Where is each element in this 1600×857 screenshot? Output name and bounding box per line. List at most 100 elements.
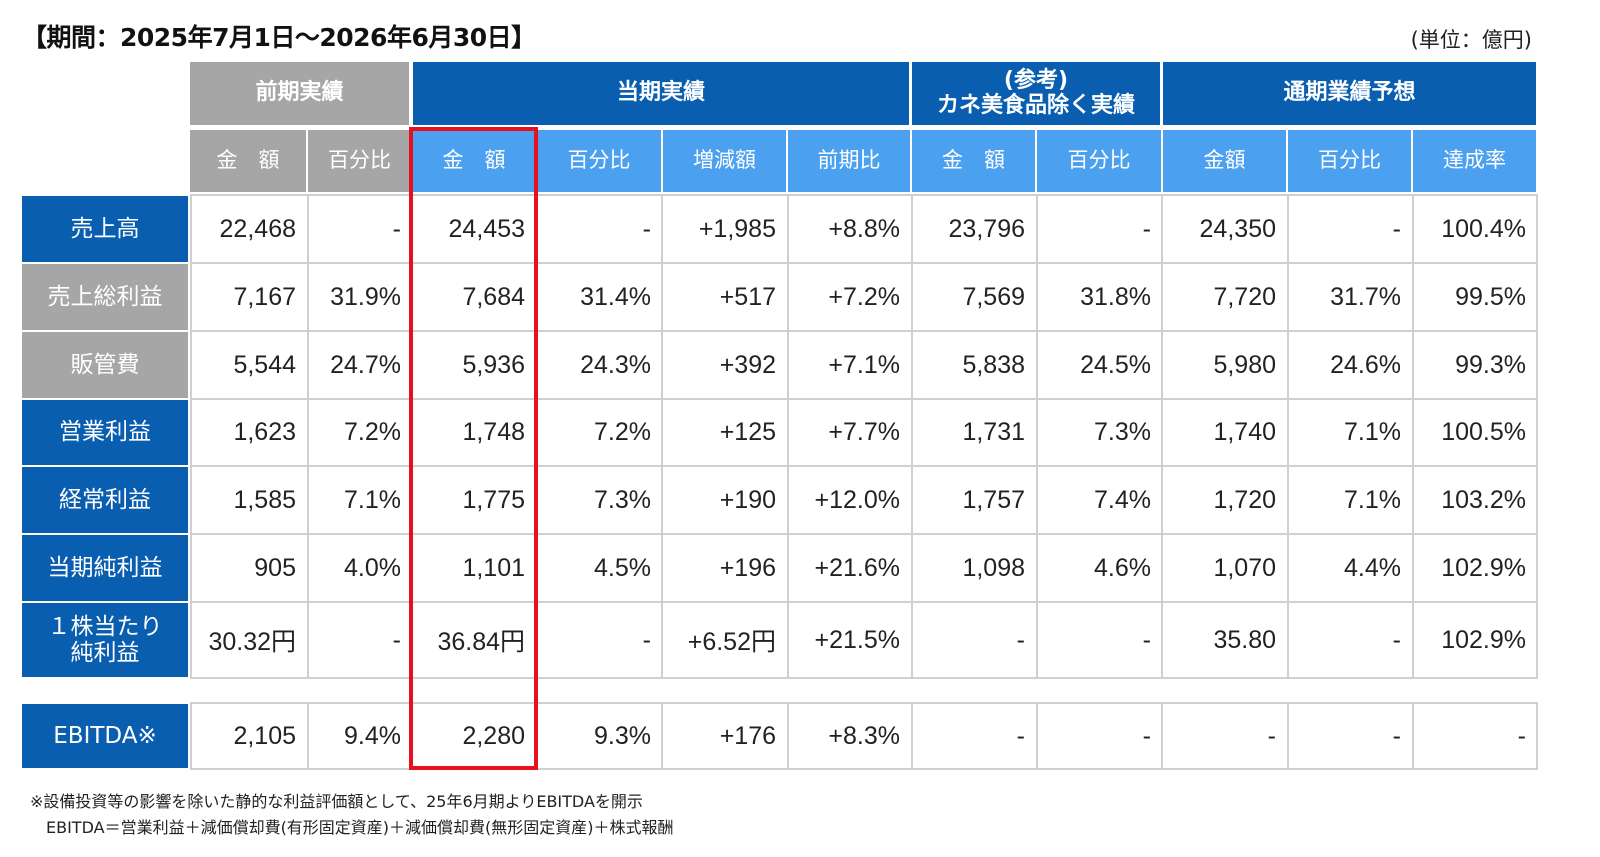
table-cell: -	[392, 625, 401, 654]
grid-line	[911, 194, 913, 678]
group-header-3: 通期業績予想	[1163, 62, 1536, 125]
grid-line	[536, 702, 538, 770]
table-cell: +392	[719, 350, 776, 379]
table-cell: 2,105	[233, 721, 296, 750]
subheader-1: 百分比	[308, 130, 411, 192]
table-cell: 23,796	[948, 214, 1025, 243]
grid-line	[1036, 702, 1038, 770]
grid-line	[661, 702, 663, 770]
table-cell: 7.1%	[1344, 418, 1401, 446]
table-cell: -	[642, 625, 651, 654]
grid-line	[190, 533, 1538, 535]
table-cell: -	[1392, 214, 1401, 243]
row-label-0: 売上高	[22, 196, 188, 262]
table-cell: -	[1142, 721, 1151, 750]
table-cell: 2,280	[462, 721, 525, 750]
grid-line	[190, 768, 1538, 770]
grid-line	[1161, 702, 1163, 770]
table-cell: +196	[719, 553, 776, 582]
table-cell: 905	[254, 553, 296, 582]
table-cell: 100.5%	[1441, 418, 1526, 446]
table-cell: 35.80	[1213, 625, 1276, 654]
period-title: 【期間：2025年7月1日〜2026年6月30日】	[22, 23, 536, 52]
table-cell: +125	[719, 418, 776, 446]
grid-line	[190, 702, 1538, 704]
grid-line	[1161, 194, 1163, 678]
table-cell: 7.1%	[344, 485, 401, 514]
table-cell: 4.0%	[344, 553, 401, 582]
group-header-2: (参考) カネ美食品除く実績	[912, 62, 1160, 125]
table-cell: +190	[719, 485, 776, 514]
table-cell: +7.1%	[828, 350, 900, 379]
table-cell: 31.8%	[1080, 282, 1151, 311]
table-cell: 7.2%	[594, 418, 651, 446]
grid-line	[1412, 702, 1414, 770]
grid-line	[1536, 702, 1538, 770]
table-cell: 1,098	[962, 553, 1025, 582]
table-cell: 9.3%	[594, 721, 651, 750]
table-cell: +517	[719, 282, 776, 311]
footnote-2: EBITDA＝営業利益＋減価償却費(有形固定資産)＋減価償却費(無形固定資産)＋…	[46, 818, 674, 837]
grid-line	[1287, 702, 1289, 770]
table-cell: 102.9%	[1441, 553, 1526, 582]
table-cell: 1,720	[1213, 485, 1276, 514]
table-cell: 24.6%	[1330, 350, 1401, 379]
group-header-1: 当期実績	[413, 62, 909, 125]
table-cell: 99.5%	[1455, 282, 1526, 311]
subheader-0: 金 額	[190, 130, 306, 192]
table-cell: 5,980	[1213, 350, 1276, 379]
row-label-1: 売上総利益	[22, 264, 188, 330]
subheader-7: 百分比	[1037, 130, 1161, 192]
grid-line	[190, 194, 1538, 196]
table-cell: -	[1142, 625, 1151, 654]
subheader-4: 増減額	[663, 130, 786, 192]
table-cell: 9.4%	[344, 721, 401, 750]
table-cell: -	[392, 214, 401, 243]
row-label-3: 営業利益	[22, 400, 188, 465]
footnote-1: ※設備投資等の影響を除いた静的な利益評価額として、25年6月期よりEBITDAを…	[30, 792, 643, 811]
grid-line	[190, 601, 1538, 603]
grid-line	[190, 677, 1538, 679]
row-label-ebitda: EBITDA※	[22, 704, 188, 768]
subheader-9: 百分比	[1288, 130, 1411, 192]
table-cell: 4.6%	[1094, 553, 1151, 582]
table-cell: 24.5%	[1080, 350, 1151, 379]
grid-line	[190, 702, 192, 770]
table-cell: 5,544	[233, 350, 296, 379]
table-cell: +7.2%	[828, 282, 900, 311]
table-cell: 7,684	[462, 282, 525, 311]
table-cell: 100.4%	[1441, 214, 1526, 243]
table-cell: +176	[719, 721, 776, 750]
grid-line	[787, 702, 789, 770]
grid-line	[787, 194, 789, 678]
subheader-6: 金 額	[912, 130, 1035, 192]
grid-line	[190, 262, 1538, 264]
grid-line	[536, 194, 538, 678]
table-cell: +21.6%	[814, 553, 901, 582]
table-cell: -	[1267, 721, 1276, 750]
grid-line	[307, 194, 309, 678]
table-cell: 1,585	[233, 485, 296, 514]
subheader-2: 金 額	[413, 130, 535, 192]
grid-line	[410, 194, 412, 678]
table-cell: 1,731	[962, 418, 1025, 446]
table-cell: 31.7%	[1330, 282, 1401, 311]
subheader-3: 百分比	[537, 130, 661, 192]
row-label-6: １株当たり 純利益	[22, 603, 188, 677]
table-cell: +1,985	[698, 214, 776, 243]
grid-line	[190, 465, 1538, 467]
table-cell: -	[1016, 721, 1025, 750]
table-cell: +21.5%	[814, 625, 901, 654]
table-cell: 24,453	[448, 214, 525, 243]
grid-line	[1036, 194, 1038, 678]
grid-line	[190, 330, 1538, 332]
table-cell: 30.32円	[208, 628, 296, 656]
table-cell: 24,350	[1199, 214, 1276, 243]
table-cell: 31.9%	[330, 282, 401, 311]
table-cell: 4.5%	[594, 553, 651, 582]
grid-line	[190, 398, 1538, 400]
subheader-8: 金額	[1163, 130, 1286, 192]
table-cell: 7,569	[962, 282, 1025, 311]
table-cell: 5,838	[962, 350, 1025, 379]
table-cell: 1,623	[233, 418, 296, 446]
